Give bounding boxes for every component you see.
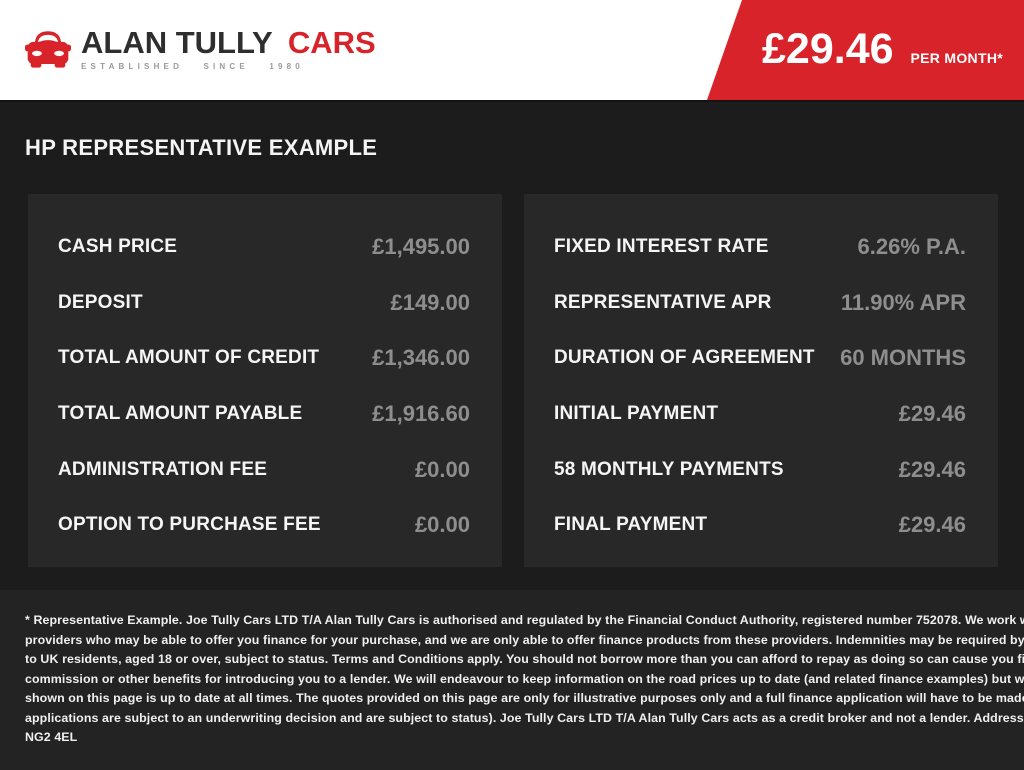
brand-name-secondary: CARS: [287, 25, 376, 60]
finance-row-total-credit: TOTAL AMOUNT OF CREDIT £1,346.00: [58, 330, 470, 386]
monthly-price-amount: £29.46: [762, 25, 894, 73]
finance-value: £29.46: [898, 400, 966, 426]
dealer-logo[interactable]: ALAN TULLY CARS ESTABLISHED SINCE 1980: [25, 26, 376, 72]
content-area: HP REPRESENTATIVE EXAMPLE CASH PRICE £1,…: [0, 100, 1024, 770]
finance-label: REPRESENTATIVE APR: [554, 291, 772, 313]
disclaimer-line: applications are subject to an underwrit…: [25, 710, 1024, 725]
finance-row-apr: REPRESENTATIVE APR 11.90% APR: [554, 275, 966, 331]
finance-label: 58 MONTHLY PAYMENTS: [554, 458, 784, 480]
finance-value: £29.46: [898, 456, 966, 482]
finance-value: £149.00: [390, 289, 470, 315]
page-title: HP REPRESENTATIVE EXAMPLE: [25, 135, 378, 160]
brand-name: ALAN TULLY CARS: [81, 27, 376, 58]
finance-row-admin-fee: ADMINISTRATION FEE £0.00: [58, 442, 470, 498]
monthly-price-period: PER MONTH*: [910, 50, 1003, 66]
finance-value: £0.00: [414, 512, 470, 538]
finance-label: ADMINISTRATION FEE: [58, 458, 268, 480]
finance-label: DEPOSIT: [58, 291, 143, 313]
finance-value: 60 MONTHS: [840, 345, 966, 371]
finance-value: £29.46: [898, 512, 966, 538]
finance-value: £0.00: [414, 456, 470, 482]
finance-row-duration: DURATION OF AGREEMENT 60 MONTHS: [554, 330, 966, 386]
disclaimer-footer: * Representative Example. Joe Tully Cars…: [0, 590, 1024, 770]
finance-row-initial-payment: INITIAL PAYMENT £29.46: [554, 386, 966, 442]
finance-value: 6.26% P.A.: [857, 233, 966, 259]
header-bar: ALAN TULLY CARS ESTABLISHED SINCE 1980 £…: [0, 0, 1024, 100]
disclaimer-line: to UK residents, aged 18 or over, subjec…: [25, 652, 1024, 666]
finance-label: FINAL PAYMENT: [554, 514, 708, 536]
finance-label: TOTAL AMOUNT OF CREDIT: [58, 347, 320, 369]
monthly-price-banner: £29.46 PER MONTH*: [707, 0, 1024, 100]
logo-text: ALAN TULLY CARS ESTABLISHED SINCE 1980: [81, 27, 376, 71]
finance-row-deposit: DEPOSIT £149.00: [58, 275, 470, 331]
disclaimer-line: commission or other benefits for introdu…: [25, 671, 1024, 686]
finance-label: TOTAL AMOUNT PAYABLE: [58, 402, 303, 424]
disclaimer-line: NG2 4EL: [25, 730, 78, 744]
finance-value: £1,495.00: [372, 233, 470, 259]
finance-label: CASH PRICE: [58, 235, 178, 257]
finance-row-option-fee: OPTION TO PURCHASE FEE £0.00: [58, 497, 470, 553]
finance-row-final-payment: FINAL PAYMENT £29.46: [554, 497, 966, 553]
finance-value: £1,916.60: [372, 400, 470, 426]
disclaimer-line: shown on this page is up to date at all …: [25, 691, 1024, 705]
finance-row-interest-rate: FIXED INTEREST RATE 6.26% P.A.: [554, 219, 966, 275]
finance-value: £1,346.00: [372, 345, 470, 371]
finance-label: INITIAL PAYMENT: [554, 402, 719, 424]
finance-label: OPTION TO PURCHASE FEE: [58, 514, 321, 536]
disclaimer-line: providers who may be able to offer you f…: [25, 632, 1024, 647]
finance-panel-left: CASH PRICE £1,495.00 DEPOSIT £149.00 TOT…: [28, 194, 502, 567]
finance-row-total-payable: TOTAL AMOUNT PAYABLE £1,916.60: [58, 386, 470, 442]
finance-label: FIXED INTEREST RATE: [554, 235, 769, 257]
finance-panel-right: FIXED INTEREST RATE 6.26% P.A. REPRESENT…: [524, 194, 998, 567]
finance-row-cash-price: CASH PRICE £1,495.00: [58, 219, 470, 275]
car-logo-icon: [25, 26, 71, 72]
finance-value: 11.90% APR: [840, 289, 966, 315]
brand-tagline: ESTABLISHED SINCE 1980: [81, 62, 304, 71]
brand-name-primary: ALAN TULLY: [81, 25, 273, 60]
disclaimer-line: * Representative Example. Joe Tully Cars…: [25, 613, 1024, 627]
finance-row-monthly-payments: 58 MONTHLY PAYMENTS £29.46: [554, 442, 966, 498]
finance-label: DURATION OF AGREEMENT: [554, 347, 815, 369]
